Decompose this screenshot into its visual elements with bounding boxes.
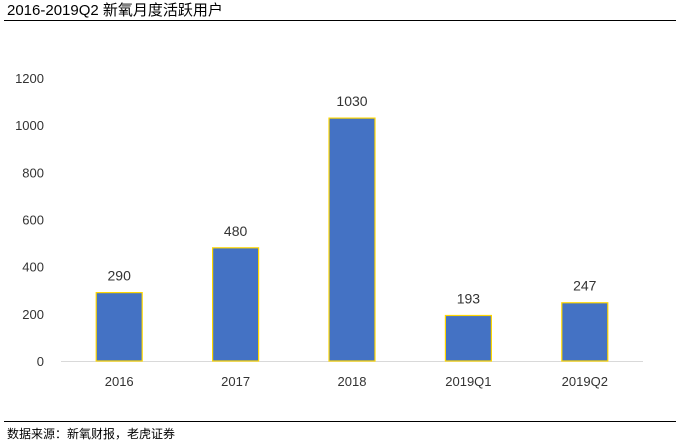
data-label: 290 bbox=[108, 268, 132, 284]
x-tick-label: 2017 bbox=[221, 374, 250, 389]
y-tick-label: 1200 bbox=[15, 71, 44, 86]
y-tick-label: 1000 bbox=[15, 118, 44, 133]
x-tick-label: 2019Q1 bbox=[445, 374, 491, 389]
y-tick-label: 600 bbox=[22, 213, 44, 228]
data-source-note: 数据来源：新氧财报，老虎证券 bbox=[7, 427, 176, 441]
bar bbox=[328, 117, 376, 362]
data-label: 193 bbox=[457, 290, 481, 306]
bar-chart: 0 200 400 600 800 1000 1200 290 2016 480 2017 1030 2… bbox=[15, 71, 643, 389]
chart-title: 2016-2019Q2 新氧月度活跃用户 bbox=[7, 2, 223, 19]
y-tick-label: 800 bbox=[22, 165, 44, 180]
data-label: 480 bbox=[224, 223, 248, 239]
bar bbox=[444, 314, 492, 362]
y-tick-label: 400 bbox=[22, 260, 44, 275]
x-tick-label: 2016 bbox=[105, 374, 134, 389]
title-divider bbox=[4, 20, 676, 21]
data-label: 247 bbox=[573, 278, 597, 294]
y-tick-label: 200 bbox=[22, 307, 44, 322]
bar bbox=[212, 247, 260, 362]
bar bbox=[95, 292, 143, 362]
data-label: 1030 bbox=[336, 93, 367, 109]
source-divider bbox=[4, 421, 676, 422]
x-tick-label: 2019Q2 bbox=[562, 374, 608, 389]
y-tick-label: 0 bbox=[37, 354, 44, 369]
bar bbox=[561, 302, 609, 362]
x-tick-label: 2018 bbox=[338, 374, 367, 389]
